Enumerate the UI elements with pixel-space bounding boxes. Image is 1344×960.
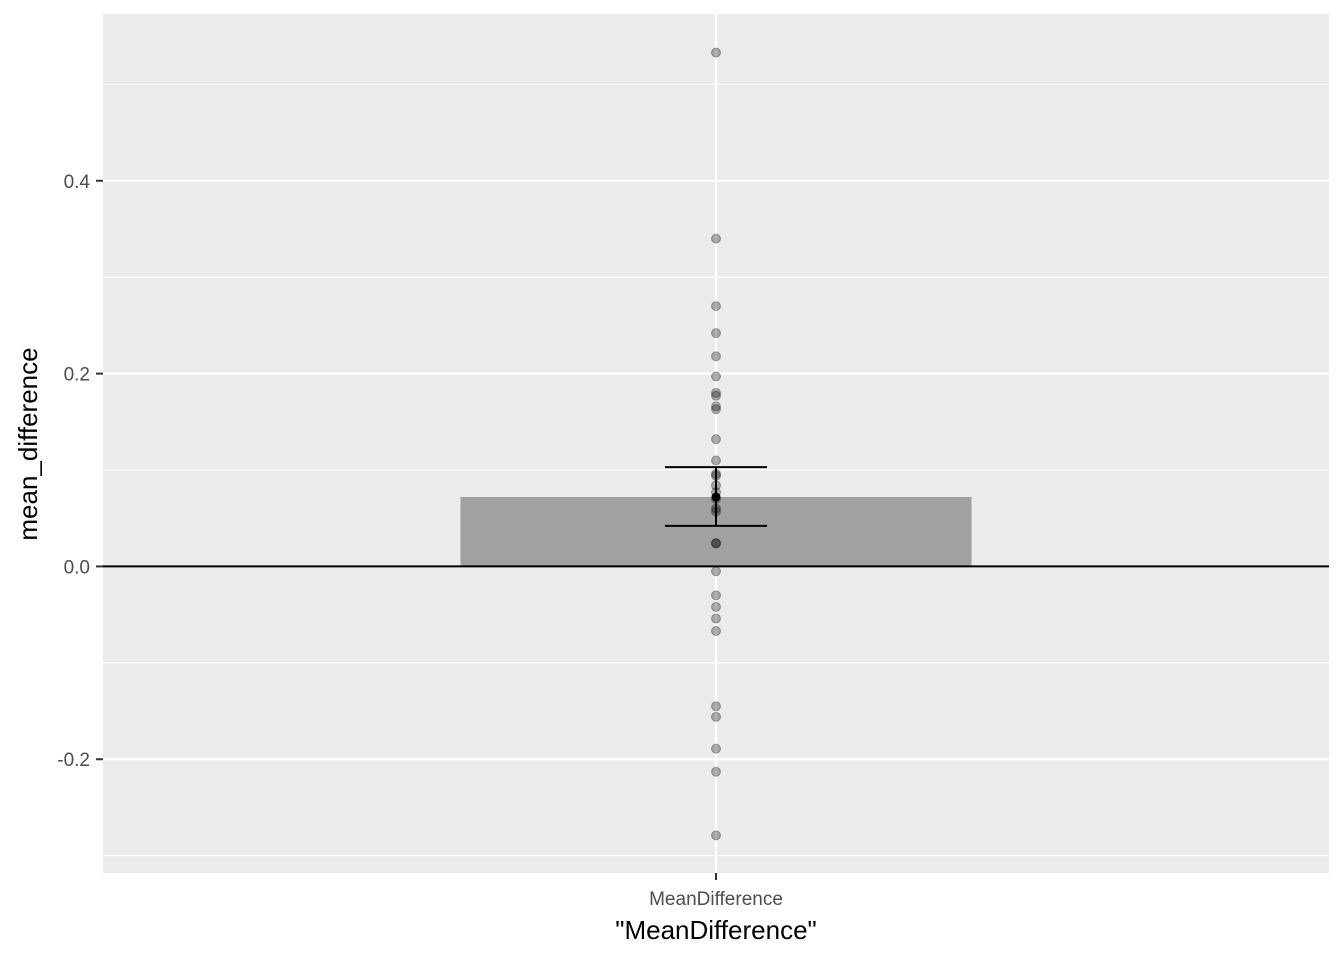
data-point (711, 538, 721, 549)
data-point (711, 470, 721, 481)
data-point (711, 506, 721, 517)
data-point (711, 434, 721, 445)
error-bar-layer (665, 466, 767, 527)
data-point (711, 455, 721, 466)
data-point (711, 503, 721, 514)
y-axis-title: mean_difference (13, 347, 43, 540)
data-point (711, 626, 721, 637)
data-point (711, 390, 721, 401)
data-point (711, 493, 721, 504)
data-point (711, 404, 721, 415)
y-axis: -0.2 0.0 0.2 0.4 (57, 172, 103, 771)
data-point (711, 613, 721, 624)
data-point (711, 401, 721, 412)
data-point (711, 328, 721, 339)
data-point (711, 387, 721, 398)
data-point (711, 233, 721, 244)
mean-point (711, 492, 721, 502)
y-tick-label: 0.2 (64, 365, 90, 386)
data-point (711, 351, 721, 362)
data-point (711, 601, 721, 612)
data-point (711, 301, 721, 312)
x-axis-title: "MeanDifference" (615, 915, 817, 945)
y-tick-label: 0.0 (64, 557, 90, 578)
y-tick-label: 0.4 (64, 172, 91, 193)
data-point (711, 711, 721, 722)
x-axis: MeanDifference (649, 873, 783, 910)
data-point (711, 590, 721, 601)
data-point (711, 487, 721, 498)
data-point (711, 743, 721, 754)
y-tick-label: -0.2 (57, 750, 90, 771)
data-point (711, 371, 721, 382)
data-point (711, 538, 721, 549)
data-point-layer (711, 47, 721, 841)
data-point (711, 47, 721, 58)
data-point (711, 830, 721, 841)
x-tick-label: MeanDifference (649, 889, 783, 910)
data-point (711, 701, 721, 712)
data-point (711, 766, 721, 777)
data-point (711, 468, 721, 479)
data-point (711, 480, 721, 491)
data-point (711, 566, 721, 577)
